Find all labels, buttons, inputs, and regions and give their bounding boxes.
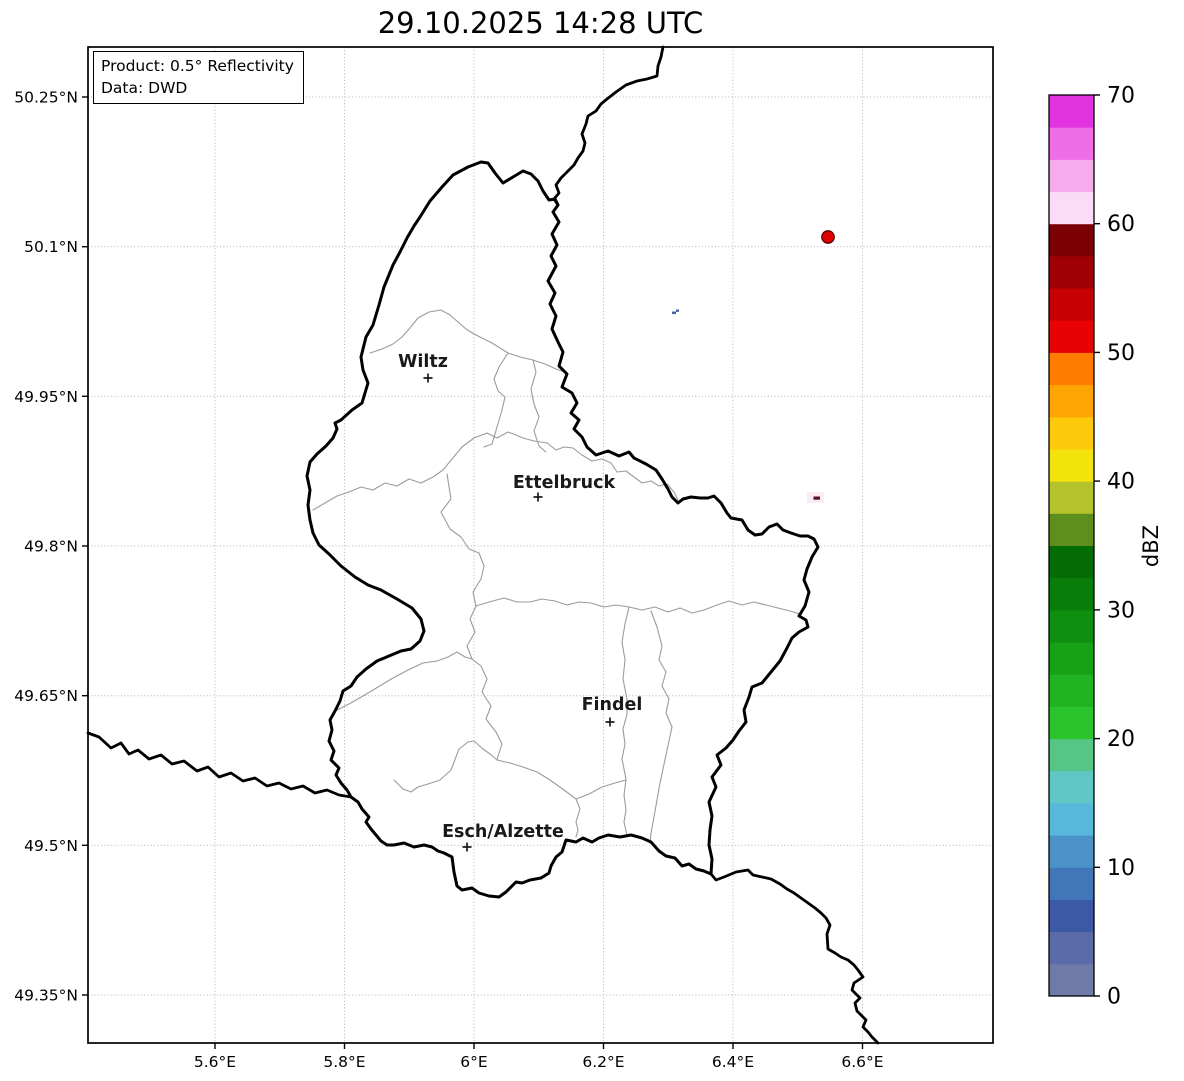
map-frame-border (87, 46, 994, 1044)
product-info-box: Product: 0.5° Reflectivity Data: DWD (93, 51, 304, 104)
colorbar-frame (1048, 94, 1095, 997)
country-border-line (86, 731, 353, 799)
radar-echo-dot (821, 230, 835, 244)
y-tick-label: 49.5°N (24, 837, 78, 855)
city-annotations: Wiltz Ettelbruck Findel Esch/Alzette (398, 352, 642, 852)
colorbar: 0 10 20 30 40 50 60 70 dBZ (1048, 84, 1163, 1010)
map-frame (87, 46, 994, 1044)
radar-echoes (672, 230, 835, 503)
gridlines (88, 47, 993, 1043)
colorbar-segment (1049, 899, 1094, 933)
colorbar-segment (1049, 159, 1094, 193)
colorbar-segment (1049, 127, 1094, 160)
colorbar-segment (1049, 352, 1094, 386)
canton-border-line (575, 779, 627, 800)
city-marker-icon (423, 373, 433, 383)
colorbar-tick-label: 60 (1107, 212, 1135, 237)
luxembourg-border (305, 160, 820, 899)
neighbor-country-borders (86, 45, 880, 1045)
city-marker-icon (533, 492, 543, 502)
canton-border-line (628, 600, 801, 615)
colorbar-tick-label: 70 (1107, 84, 1135, 109)
x-tick-label: 6.4°E (712, 1053, 754, 1071)
x-tick-label: 5.8°E (323, 1053, 365, 1071)
colorbar-segment (1049, 191, 1094, 225)
product-info-line2: Data: DWD (101, 79, 188, 97)
canton-border-line (334, 651, 473, 712)
city-marker-icon (605, 717, 615, 727)
colorbar-segment (1049, 384, 1094, 418)
axis-ticks: 50.25°N 50.1°N 49.95°N 49.8°N 49.65°N 49.5°N 4… (14, 89, 883, 1072)
y-tick-label: 50.1°N (24, 238, 78, 256)
radar-echo-speck (676, 309, 679, 312)
city-label: Findel (582, 695, 643, 715)
colorbar-segment (1049, 738, 1094, 772)
y-tick-label: 50.25°N (14, 89, 78, 107)
colorbar-tick-label: 10 (1107, 856, 1135, 881)
canton-borders (312, 309, 801, 844)
x-tick-label: 5.6°E (194, 1053, 236, 1071)
colorbar-segment (1049, 802, 1094, 836)
x-tick-label: 6.2°E (582, 1053, 624, 1071)
canton-border-line (312, 431, 679, 511)
canton-border-line (530, 359, 547, 453)
colorbar-segment (1049, 674, 1094, 707)
colorbar-segment (1049, 255, 1094, 289)
colorbar-segment (1049, 706, 1094, 740)
city-label: Wiltz (398, 352, 448, 372)
colorbar-unit-label: dBZ (1139, 525, 1163, 567)
city-label: Esch/Alzette (442, 822, 564, 842)
colorbar-tick-label: 0 (1107, 985, 1121, 1010)
product-info-line1: Product: 0.5° Reflectivity (101, 57, 294, 75)
colorbar-segment (1049, 835, 1094, 868)
colorbar-tick-label: 30 (1107, 598, 1135, 623)
canton-border-line (440, 473, 485, 660)
colorbar-segment (1049, 481, 1094, 514)
colorbar-segment (1049, 642, 1094, 675)
canton-border-line (621, 606, 630, 836)
canton-border-line (393, 740, 581, 838)
colorbar-tick-label: 50 (1107, 341, 1135, 366)
colorbar-segment (1049, 545, 1094, 579)
y-tick-label: 49.65°N (14, 687, 78, 705)
canton-border-line (475, 597, 630, 608)
colorbar-segment (1049, 577, 1094, 611)
canton-border-line (649, 610, 673, 844)
colorbar-tick-label: 40 (1107, 470, 1135, 495)
colorbar-segment (1049, 609, 1094, 643)
x-tick-label: 6°E (460, 1053, 487, 1071)
colorbar-segment (1049, 513, 1094, 546)
city-marker-icon (462, 842, 472, 852)
colorbar-segment (1049, 867, 1094, 900)
y-tick-label: 49.8°N (24, 538, 78, 556)
colorbar-segment (1049, 770, 1094, 804)
y-tick-label: 49.35°N (14, 987, 78, 1005)
canton-border-line (483, 352, 509, 448)
colorbar-segment (1049, 416, 1094, 450)
colorbar-segment (1049, 320, 1094, 353)
canton-border-line (369, 309, 509, 354)
colorbar-segment (1049, 223, 1094, 257)
country-border-line (552, 45, 665, 207)
colorbar-segment (1049, 931, 1094, 965)
luxembourg-outline (305, 160, 820, 899)
city-label: Ettelbruck (513, 473, 616, 493)
y-tick-label: 49.95°N (14, 388, 78, 406)
canton-border-line (507, 352, 568, 374)
canton-border-line (471, 658, 503, 761)
radar-echo-speck (672, 311, 676, 315)
colorbar-segment (1049, 963, 1094, 997)
page-title: 29.10.2025 14:28 UTC (377, 6, 704, 40)
colorbar-segment (1049, 95, 1094, 128)
colorbar-segment (1049, 448, 1094, 482)
colorbar-segment (1049, 288, 1094, 321)
colorbar-tick-label: 20 (1107, 727, 1135, 752)
x-tick-label: 6.6°E (841, 1053, 883, 1071)
radar-echo-speck (813, 496, 820, 500)
country-border-line (709, 868, 880, 1045)
